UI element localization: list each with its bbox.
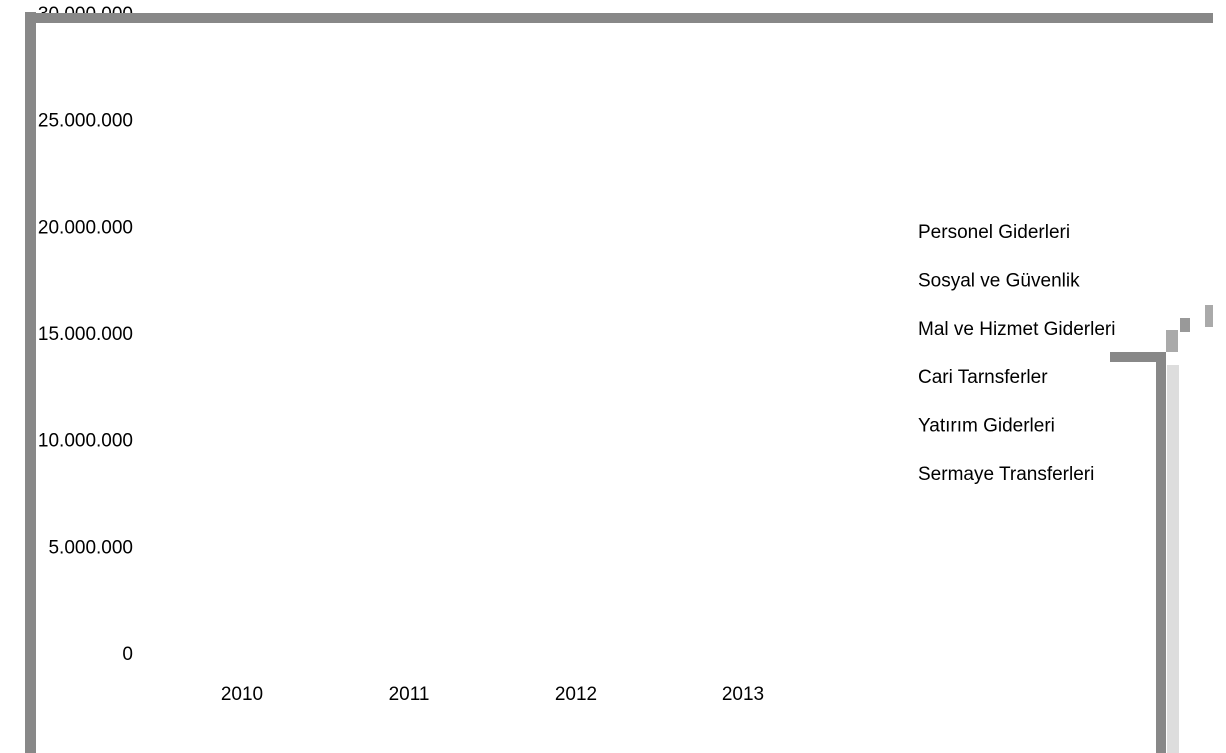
- artifact-bar: [36, 13, 1213, 23]
- y-tick-label: 15.000.000: [38, 324, 133, 345]
- legend-label: Sermaye Transferleri: [918, 464, 1094, 485]
- artifact-bar: [1166, 330, 1178, 352]
- artifact-bar: [1205, 305, 1213, 327]
- y-tick-label: 0: [122, 644, 133, 665]
- legend-label: Personel Giderleri: [918, 222, 1070, 243]
- x-tick-label: 2011: [389, 684, 430, 705]
- x-tick-label: 2010: [221, 684, 263, 705]
- artifact-bar: [1156, 352, 1166, 753]
- legend-label: Sosyal ve Güvenlik: [918, 270, 1080, 291]
- legend-label: Cari Tarnsferler: [918, 367, 1048, 388]
- y-tick-label: 5.000.000: [48, 537, 133, 558]
- artifact-bar: [1180, 318, 1190, 332]
- y-tick-label: 25.000.000: [38, 111, 133, 132]
- legend-label: Yatırım Giderleri: [918, 416, 1055, 437]
- artifact-bar: [1110, 352, 1165, 362]
- plot-area: 0 5.000.000 10.000.000 15.000.000 20.000.000…: [38, 4, 1116, 705]
- artifact-bar: [1167, 365, 1179, 753]
- x-tick-label: 2012: [555, 684, 597, 705]
- artifact-bar: [25, 12, 36, 753]
- y-tick-label: 10.000.000: [38, 431, 133, 452]
- x-tick-label: 2013: [722, 684, 764, 705]
- y-tick-label: 20.000.000: [38, 217, 133, 238]
- legend-label: Mal ve Hizmet Giderleri: [918, 319, 1115, 340]
- render-artifacts: [25, 12, 1213, 753]
